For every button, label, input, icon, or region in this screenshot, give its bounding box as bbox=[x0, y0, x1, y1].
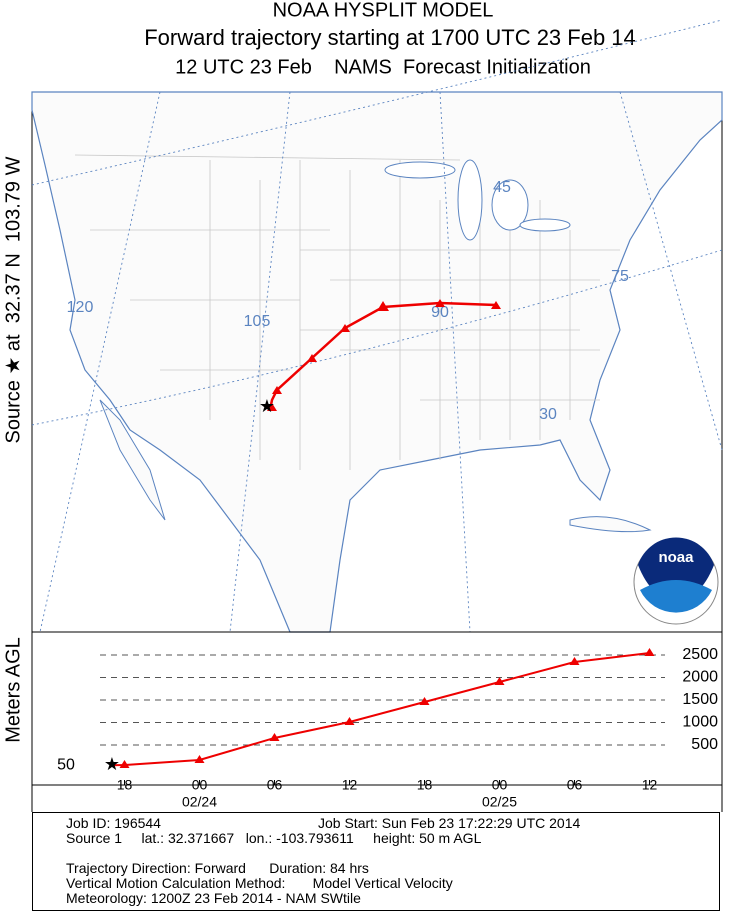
x-tick-label: 18 bbox=[117, 777, 133, 793]
trajectory-line bbox=[111, 652, 650, 767]
trajectory-point bbox=[119, 760, 130, 769]
x-tick-label: 18 bbox=[417, 777, 433, 793]
x-tick-label: 00 bbox=[492, 777, 508, 793]
footer: Job ID: 196544 Job Start: Sun Feb 23 17:2… bbox=[32, 812, 720, 911]
grid-label: 105 bbox=[244, 313, 271, 330]
grid-label: 75 bbox=[611, 268, 629, 285]
footer-line: Job ID: 196544 Job Start: Sun Feb 23 17:2… bbox=[66, 816, 719, 831]
x-tick-label: 12 bbox=[642, 777, 658, 793]
logo-text: noaa bbox=[658, 549, 694, 566]
footer-text: Job Start: Sun Feb 23 17:22:29 UTC 2014 bbox=[318, 815, 581, 831]
x-tick-label: 06 bbox=[567, 777, 583, 793]
date-label: 02/24 bbox=[182, 794, 217, 810]
footer-line: Vertical Motion Calculation Method: Mode… bbox=[66, 876, 719, 891]
trajectory-point bbox=[569, 657, 580, 666]
grid-label: 45 bbox=[493, 179, 511, 196]
source-height-label: 50 bbox=[57, 756, 75, 773]
y-tick-label: 500 bbox=[691, 736, 718, 753]
y-tick-label: 1500 bbox=[682, 691, 718, 708]
y-tick-label: 2500 bbox=[682, 646, 718, 663]
trajectory-point bbox=[419, 696, 430, 705]
title: NOAA HYSPLIT MODEL bbox=[273, 0, 494, 21]
source-point: ★ bbox=[104, 754, 120, 774]
subtitle2: 12 UTC 23 Feb NAMS Forecast Initializati… bbox=[175, 56, 591, 78]
x-tick-label: 00 bbox=[192, 777, 208, 793]
grid-label: 90 bbox=[431, 304, 449, 321]
subtitle: Forward trajectory starting at 1700 UTC … bbox=[144, 25, 636, 50]
x-tick-label: 12 bbox=[342, 777, 358, 793]
chart-frame bbox=[31, 631, 723, 786]
footer-text: Trajectory Direction: Forward Duration: … bbox=[66, 860, 369, 876]
footer-text: Vertical Motion Calculation Method: Mode… bbox=[66, 875, 453, 891]
footer-line: Meteorology: 1200Z 23 Feb 2014 - NAM SWt… bbox=[66, 891, 719, 906]
trajectory-point bbox=[194, 754, 205, 763]
map: 120 105 90 75 45 30 ★ noaa bbox=[31, 19, 723, 633]
y-tick-label: 1000 bbox=[682, 714, 718, 731]
figure: NOAA HYSPLIT MODEL Forward trajectory st… bbox=[2, 0, 723, 812]
footer-line: Trajectory Direction: Forward Duration: … bbox=[66, 861, 719, 876]
grid-label: 120 bbox=[67, 299, 94, 316]
grid-label: 30 bbox=[539, 406, 557, 423]
x-tick-label: 06 bbox=[267, 777, 283, 793]
source-label: Source ★ at 32.37 N 103.79 W bbox=[2, 156, 24, 443]
footer-text: Job ID: 196544 bbox=[66, 815, 161, 831]
footer-text: Source 1 lat.: 32.371667 lon.: -103.7936… bbox=[66, 830, 482, 846]
trajectory-point bbox=[494, 676, 505, 685]
trajectory-point bbox=[344, 716, 355, 725]
svg-text:★: ★ bbox=[259, 396, 275, 416]
y-axis-label: Meters AGL bbox=[2, 637, 24, 743]
footer-text: Meteorology: 1200Z 23 Feb 2014 - NAM SWt… bbox=[66, 890, 361, 906]
trajectory-point bbox=[269, 732, 280, 741]
y-tick-label: 2000 bbox=[682, 669, 718, 686]
footer-line: Source 1 lat.: 32.371667 lon.: -103.7936… bbox=[66, 831, 719, 846]
date-label: 02/25 bbox=[482, 794, 517, 810]
trajectory-point bbox=[644, 648, 655, 657]
